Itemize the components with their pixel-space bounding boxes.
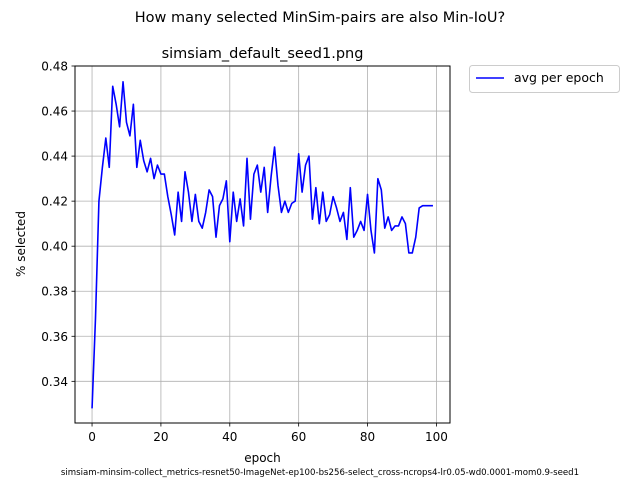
y-axis-label: % selected [14,211,28,277]
plot-frame [74,65,451,424]
y-tick-label: 0.34 [41,375,68,389]
x-tick-label: 0 [88,430,96,444]
y-tick-label: 0.46 [41,105,68,119]
series-line-avg-per-epoch [91,80,433,409]
x-axis-label: epoch [244,451,281,465]
series-group [91,80,433,409]
footer-run-name: simsiam-minsim-collect_metrics-resnet50-… [61,468,579,478]
y-tick-label: 0.48 [41,60,68,74]
x-tick-label: 100 [425,430,448,444]
y-tick-label: 0.38 [41,285,68,299]
y-tick-label: 0.36 [41,330,68,344]
chart-title: simsiam_default_seed1.png [162,46,364,62]
y-ticks: 0.34 0.36 0.38 0.40 0.42 0.44 0.46 0.48 [41,60,75,389]
y-tick-label: 0.40 [41,240,68,254]
x-tick-label: 80 [360,430,375,444]
legend-frame [469,65,620,93]
x-tick-label: 20 [153,430,168,444]
x-tick-label: 40 [222,430,237,444]
x-tick-label: 60 [291,430,306,444]
legend-label: avg per epoch [514,70,604,85]
y-tick-label: 0.44 [41,150,68,164]
legend: avg per epoch [469,65,620,93]
suptitle: How many selected MinSim-pairs are also … [135,10,505,26]
y-tick-label: 0.42 [41,195,68,209]
x-ticks: 0 20 40 60 80 100 [88,423,448,444]
